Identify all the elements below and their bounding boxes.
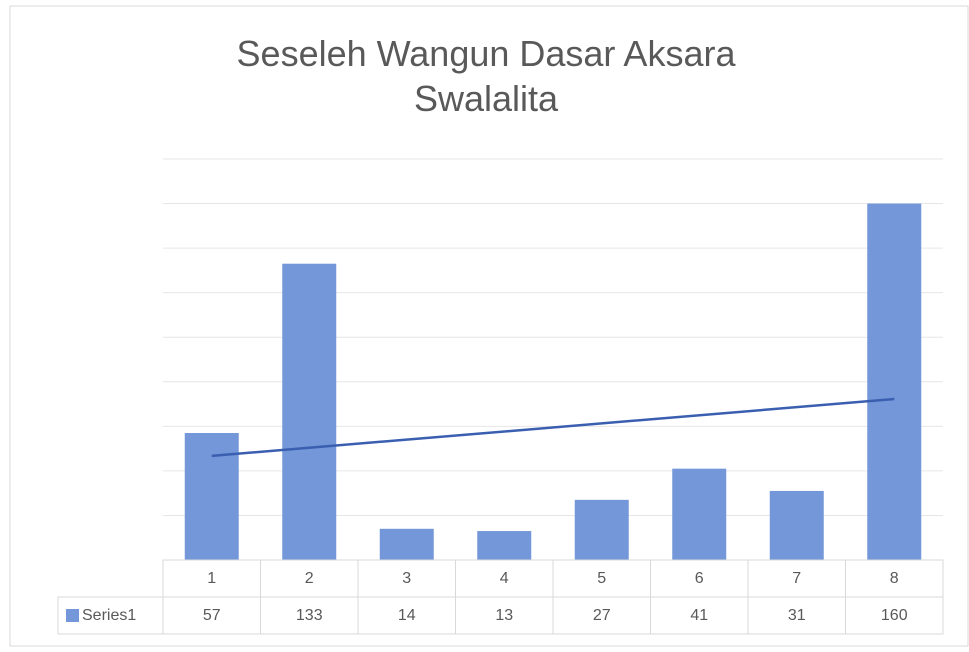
bar (282, 264, 336, 560)
legend-key (66, 609, 79, 622)
legend-label: Series1 (82, 607, 136, 624)
bar (867, 204, 921, 560)
table-value: 27 (593, 607, 611, 624)
bar (380, 529, 434, 560)
category-label: 7 (792, 570, 801, 587)
table-value: 133 (296, 607, 323, 624)
category-label: 5 (597, 570, 606, 587)
table-value: 14 (398, 607, 416, 624)
bar (672, 469, 726, 560)
table-value: 13 (495, 607, 513, 624)
bar (770, 491, 824, 560)
bar (185, 433, 239, 560)
category-label: 3 (402, 570, 411, 587)
chart: Seseleh Wangun Dasar AksaraSwalalita Ser… (0, 0, 969, 647)
category-label: 6 (695, 570, 704, 587)
bar (477, 531, 531, 560)
category-label: 1 (207, 570, 216, 587)
bar (575, 500, 629, 560)
category-label: 2 (305, 570, 314, 587)
category-label: 8 (890, 570, 899, 587)
table-value: 31 (788, 607, 806, 624)
table-value: 160 (881, 607, 908, 624)
table-value: 57 (203, 607, 221, 624)
table-value: 41 (690, 607, 708, 624)
category-label: 4 (500, 570, 509, 587)
